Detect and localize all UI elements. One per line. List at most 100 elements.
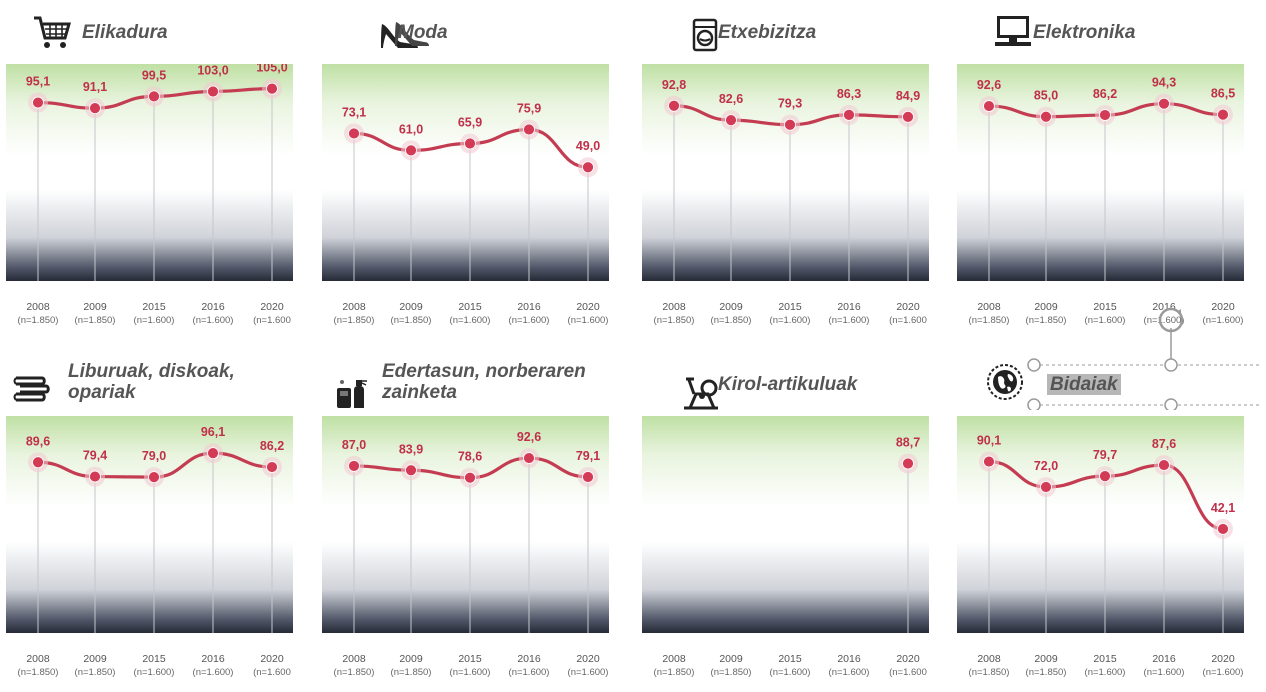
data-point xyxy=(207,447,219,460)
data-point xyxy=(784,118,796,131)
x-tick-label: 2020 (n=1.600) xyxy=(1194,653,1252,679)
data-label: 89,6 xyxy=(26,434,50,448)
x-tick-label: 2020 (n=1.600 xyxy=(879,653,937,679)
x-category: 2016 xyxy=(1152,653,1176,665)
x-category: 2020 xyxy=(1211,653,1235,665)
data-label: 79,3 xyxy=(778,97,802,111)
chart-panel: Moda 73,1 61,0 65,9 75,9 49,0 2008 (n=1.850) 200… xyxy=(322,0,612,340)
shopping-cart-icon xyxy=(32,14,72,55)
data-point xyxy=(902,110,914,123)
x-category: 2020 xyxy=(576,653,600,665)
data-point xyxy=(523,452,535,464)
data-label: 49,0 xyxy=(576,139,600,153)
data-label: 78,6 xyxy=(458,450,482,464)
x-sample-size: (n=1.850) xyxy=(333,667,375,678)
x-sample-size: (n=1.600) xyxy=(567,667,609,678)
x-tick-label: 2015 (n=1.600) xyxy=(761,653,819,679)
x-tick-label: 2008 (n=1.850) xyxy=(960,653,1018,679)
x-category: 2015 xyxy=(458,653,482,665)
x-sample-size: (n=1.850) xyxy=(653,315,695,326)
plot-area: 90,1 72,0 79,7 87,6 42,1 xyxy=(957,416,1244,633)
x-tick-label: 2008 (n=1.850) xyxy=(9,301,67,327)
x-tick-label: 2020 (n=1.600) xyxy=(1194,301,1252,327)
x-category: 2015 xyxy=(778,301,802,313)
x-sample-size: (n=1.600) xyxy=(1084,667,1126,678)
data-label: 86,3 xyxy=(837,87,861,101)
data-point xyxy=(89,470,101,483)
x-sample-size: (n=1.600 xyxy=(253,315,291,326)
data-point xyxy=(266,461,278,473)
line-chart: 88,7 xyxy=(896,436,920,633)
x-sample-size: (n=1.850) xyxy=(710,315,752,326)
line-chart: 87,0 83,9 78,6 92,6 79,1 xyxy=(342,430,600,633)
x-category: 2016 xyxy=(517,653,541,665)
x-category: 2008 xyxy=(977,653,1001,665)
computer-icon xyxy=(993,14,1033,53)
x-sample-size: (n=1.850) xyxy=(968,315,1010,326)
x-tick-label: 2016 (n=1.600) xyxy=(184,301,242,327)
data-point xyxy=(1217,108,1229,121)
x-category: 2009 xyxy=(83,301,107,313)
data-label: 92,8 xyxy=(662,78,686,92)
x-sample-size: (n=1.600) xyxy=(769,667,811,678)
globe-icon xyxy=(985,362,1025,407)
x-category: 2008 xyxy=(26,301,50,313)
x-category: 2016 xyxy=(201,653,225,665)
data-point xyxy=(1158,97,1170,110)
line-chart: 92,8 82,6 79,3 86,3 84,9 xyxy=(662,78,920,281)
plot-area: 89,6 79,4 79,0 96,1 86,2 xyxy=(6,416,293,633)
x-tick-label: 2015 (n=1.600) xyxy=(1076,301,1134,327)
plot-area: 87,0 83,9 78,6 92,6 79,1 xyxy=(322,416,609,633)
data-point xyxy=(348,127,360,140)
x-category: 2020 xyxy=(576,301,600,313)
x-sample-size: (n=1.600) xyxy=(567,315,609,326)
x-category: 2015 xyxy=(142,301,166,313)
x-sample-size: (n=1.850) xyxy=(17,667,59,678)
selection-frame[interactable] xyxy=(956,300,1266,410)
exercise-bike-icon xyxy=(680,374,722,415)
data-label: 90,1 xyxy=(977,434,1001,448)
line-chart: 73,1 61,0 65,9 75,9 49,0 xyxy=(342,101,600,281)
x-tick-label: 2020 (n=1.600 xyxy=(243,301,301,327)
x-sample-size: (n=1.850) xyxy=(1025,315,1067,326)
data-point xyxy=(582,471,594,483)
data-point xyxy=(843,108,855,121)
data-label: 105,0 xyxy=(256,64,287,75)
x-sample-size: (n=1.850) xyxy=(390,315,432,326)
x-tick-label: 2015 (n=1.600) xyxy=(761,301,819,327)
cosmetics-icon xyxy=(334,374,368,415)
x-category: 2008 xyxy=(662,301,686,313)
chart-title: Kirol-artikuluak xyxy=(718,374,858,395)
x-sample-size: (n=1.850) xyxy=(1025,667,1067,678)
data-label: 79,7 xyxy=(1093,448,1117,462)
data-point xyxy=(983,100,995,112)
x-tick-label: 2020 (n=1.600 xyxy=(243,653,301,679)
data-label: 79,0 xyxy=(142,449,166,463)
x-category: 2009 xyxy=(399,301,423,313)
data-point xyxy=(348,460,360,472)
x-tick-label: 2008 (n=1.850) xyxy=(960,301,1018,327)
x-tick-label: 2016 (n=1.600) xyxy=(820,301,878,327)
plot-area: 88,7 xyxy=(642,416,929,633)
data-point xyxy=(983,455,995,468)
x-sample-size: (n=1.600 xyxy=(253,667,291,678)
x-sample-size: (n=1.600) xyxy=(828,315,870,326)
data-label: 75,9 xyxy=(517,101,541,115)
data-label: 42,1 xyxy=(1211,501,1235,515)
data-point xyxy=(725,114,737,126)
x-tick-label: 2009 (n=1.850) xyxy=(382,301,440,327)
x-category: 2009 xyxy=(1034,653,1058,665)
x-category: 2009 xyxy=(1034,301,1058,313)
x-sample-size: (n=1.600) xyxy=(192,315,234,326)
line-chart: 95,1 91,1 99,5 103,0 105,0 xyxy=(26,64,288,281)
x-tick-label: 2015 (n=1.600) xyxy=(1076,653,1134,679)
data-point xyxy=(582,161,594,174)
x-sample-size: (n=1.600 xyxy=(889,667,927,678)
x-tick-label: 2016 (n=1.600) xyxy=(184,653,242,679)
data-label: 72,0 xyxy=(1034,459,1058,473)
chart-panel: Liburuak, diskoak, opariak 89,6 79,4 79,0 96… xyxy=(6,352,296,692)
data-point xyxy=(1217,523,1229,535)
data-label: 83,9 xyxy=(399,442,423,456)
x-tick-label: 2009 (n=1.850) xyxy=(1017,301,1075,327)
x-sample-size: (n=1.600) xyxy=(449,667,491,678)
